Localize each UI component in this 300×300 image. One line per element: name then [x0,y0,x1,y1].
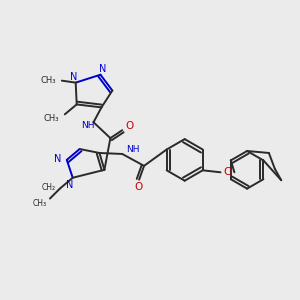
Text: N: N [66,180,74,190]
Text: CH₃: CH₃ [44,114,59,123]
Text: N: N [70,72,77,82]
Text: NH: NH [81,121,94,130]
Text: CH₃: CH₃ [33,199,47,208]
Text: O: O [125,121,133,131]
Text: CH₃: CH₃ [40,76,56,85]
Text: O: O [134,182,142,192]
Text: N: N [54,154,62,164]
Text: CH₂: CH₂ [42,183,56,192]
Text: N: N [99,64,106,74]
Text: NH: NH [126,145,140,154]
Text: O: O [223,167,232,177]
